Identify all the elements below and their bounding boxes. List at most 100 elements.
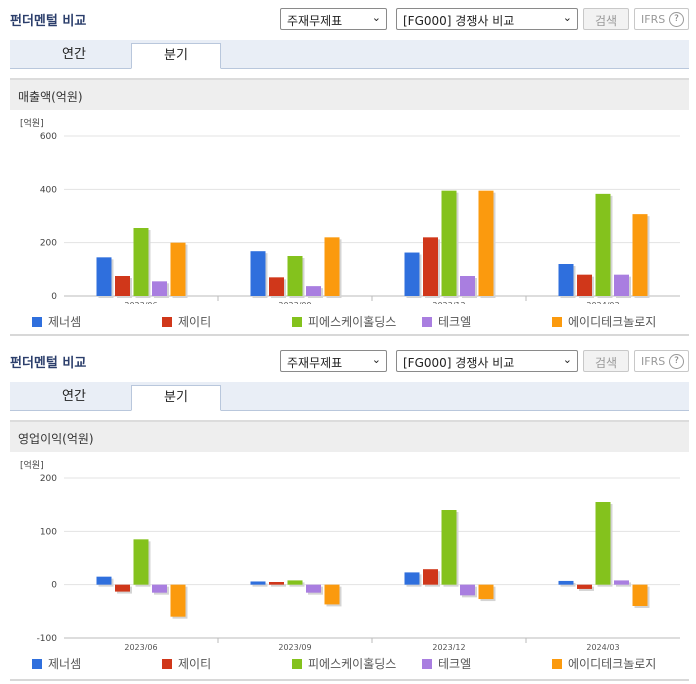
legend-label: 테크엘 (438, 315, 472, 329)
bar[interactable] (404, 572, 420, 585)
bar[interactable] (152, 584, 167, 593)
tab-quarterly[interactable]: 분기 (131, 385, 221, 411)
divider (10, 334, 689, 336)
bar[interactable] (614, 274, 629, 296)
legend-item[interactable]: 제이티 (162, 313, 211, 330)
bar[interactable] (441, 510, 457, 585)
search-button[interactable]: 검색 (583, 350, 629, 372)
bar[interactable] (423, 237, 438, 296)
x-tick-label: 2023/06 (124, 643, 157, 650)
x-tick-label: 2023/12 (432, 643, 465, 650)
bar[interactable] (250, 581, 266, 585)
bar[interactable] (441, 190, 457, 296)
bar[interactable] (324, 237, 340, 296)
fundamental-panel-sales: 펀더멘털 비교 주재무제표 ⌄ [FG000] 경쟁사 비교 ⌄ 검색 IFRS… (0, 0, 696, 340)
statement-select[interactable]: 주재무제표 ⌄ (280, 350, 387, 372)
chevron-down-icon: ⌄ (562, 11, 572, 24)
legend-swatch (32, 659, 42, 669)
bar[interactable] (152, 281, 167, 296)
bar[interactable] (595, 502, 611, 585)
bar[interactable] (324, 584, 340, 605)
y-tick-label: 600 (40, 132, 57, 142)
bar[interactable] (170, 584, 186, 617)
bar[interactable] (170, 242, 186, 296)
bar[interactable] (632, 214, 648, 296)
legend-label: 피에스케이홀딩스 (308, 657, 397, 671)
bar[interactable] (250, 251, 266, 296)
ifrs-help-button[interactable]: IFRS ? (634, 350, 689, 372)
bar[interactable] (306, 584, 321, 593)
bar[interactable] (614, 580, 629, 585)
legend-item[interactable]: 에이디테크놀로지 (552, 313, 656, 330)
tab-annual[interactable]: 연간 (62, 47, 86, 62)
bar[interactable] (269, 582, 284, 585)
bar[interactable] (133, 539, 149, 585)
y-tick-label: 0 (51, 581, 57, 591)
compare-select[interactable]: [FG000] 경쟁사 비교 ⌄ (396, 8, 578, 30)
panel-header: 펀더멘털 비교 주재무제표 ⌄ [FG000] 경쟁사 비교 ⌄ 검색 IFRS… (0, 342, 696, 378)
legend-label: 제이티 (178, 315, 212, 329)
bar[interactable] (287, 256, 303, 296)
chevron-down-icon: ⌄ (371, 353, 381, 366)
bar[interactable] (595, 193, 611, 296)
y-axis-unit: [억원] (20, 117, 44, 129)
statement-select[interactable]: 주재무제표 ⌄ (280, 8, 387, 30)
section-header: 매출액(억원) (10, 78, 689, 110)
bar[interactable] (577, 584, 592, 589)
chevron-down-icon: ⌄ (371, 11, 381, 24)
bar[interactable] (577, 274, 592, 296)
legend-item[interactable]: 테크엘 (422, 313, 471, 330)
legend-label: 에이디테크놀로지 (568, 315, 657, 329)
bar[interactable] (558, 580, 574, 585)
tab-annual[interactable]: 연간 (62, 389, 86, 404)
statement-select-value: 주재무제표 (287, 356, 343, 370)
period-tabs: 연간 분기 (10, 382, 689, 411)
legend-swatch (552, 317, 562, 327)
bar[interactable] (460, 276, 475, 296)
period-tabs: 연간 분기 (10, 40, 689, 69)
panel-header: 펀더멘털 비교 주재무제표 ⌄ [FG000] 경쟁사 비교 ⌄ 검색 IFRS… (0, 0, 696, 36)
legend-label: 에이디테크놀로지 (568, 657, 657, 671)
legend-item[interactable]: 제이티 (162, 655, 211, 672)
operating-income-bar-chart: [억원] -100 0 100 200 2023/06 2023/09 2023/12 2024… (20, 459, 680, 650)
legend-swatch (292, 317, 302, 327)
legend-label: 테크엘 (438, 657, 472, 671)
x-tick-label: 2023/09 (278, 301, 311, 304)
legend-label: 피에스케이홀딩스 (308, 315, 397, 329)
legend-item[interactable]: 제너셈 (32, 313, 81, 330)
legend-label: 제너셈 (48, 315, 82, 329)
bar[interactable] (133, 228, 149, 296)
x-tick-label: 2023/09 (278, 643, 311, 650)
search-button[interactable]: 검색 (583, 8, 629, 30)
legend-swatch (162, 317, 172, 327)
bar[interactable] (96, 576, 112, 585)
bar[interactable] (115, 584, 130, 592)
y-axis-unit: [억원] (20, 459, 44, 471)
legend-item[interactable]: 에이디테크놀로지 (552, 655, 656, 672)
compare-select[interactable]: [FG000] 경쟁사 비교 ⌄ (396, 350, 578, 372)
chart-legend: 제너셈 제이티 피에스케이홀딩스 테크엘 에이디테크놀로지 (0, 313, 696, 329)
legend-item[interactable]: 피에스케이홀딩스 (292, 655, 396, 672)
bar[interactable] (558, 264, 574, 296)
bar[interactable] (478, 190, 494, 296)
help-icon: ? (669, 354, 684, 369)
bar[interactable] (404, 252, 420, 296)
bar[interactable] (287, 580, 303, 585)
y-tick-label: 400 (40, 185, 57, 195)
bar[interactable] (269, 277, 284, 296)
y-tick-label: 200 (40, 239, 57, 249)
bar[interactable] (423, 569, 438, 585)
tab-quarterly[interactable]: 분기 (131, 43, 221, 69)
legend-item[interactable]: 테크엘 (422, 655, 471, 672)
bar[interactable] (306, 286, 321, 296)
bar[interactable] (632, 584, 648, 606)
legend-item[interactable]: 제너셈 (32, 655, 81, 672)
bar[interactable] (115, 276, 130, 296)
bar-shadow (271, 584, 286, 587)
bar[interactable] (96, 257, 112, 296)
bar[interactable] (478, 584, 494, 600)
panel-title: 펀더멘털 비교 (10, 14, 87, 29)
bar[interactable] (460, 584, 475, 596)
legend-item[interactable]: 피에스케이홀딩스 (292, 313, 396, 330)
ifrs-help-button[interactable]: IFRS ? (634, 8, 689, 30)
